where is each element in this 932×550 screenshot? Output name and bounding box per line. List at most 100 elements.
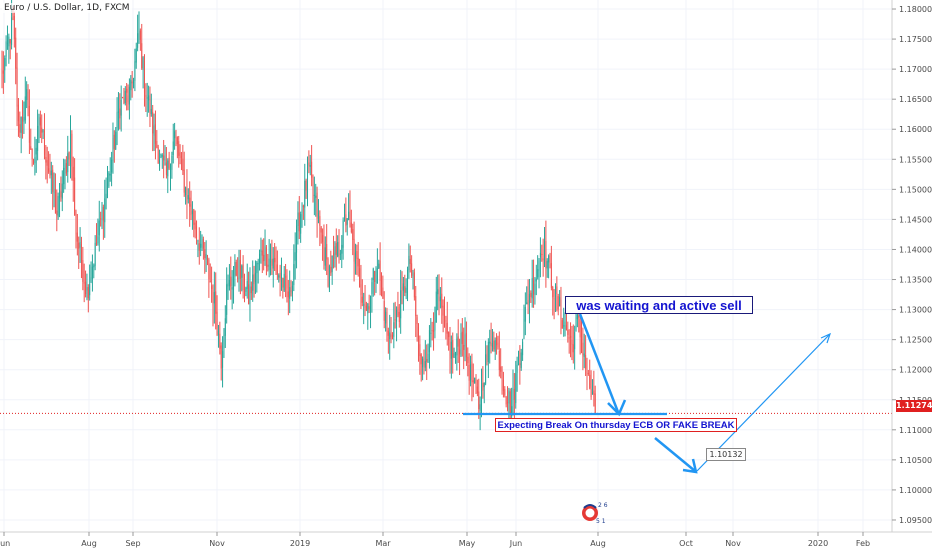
candle-body	[42, 129, 44, 133]
candle-body	[550, 263, 552, 288]
candle-body	[374, 271, 376, 282]
candle-body	[54, 188, 56, 214]
candle-body	[561, 320, 563, 329]
candle-body	[441, 293, 443, 308]
price-marker-label[interactable]: 1.10132	[706, 448, 746, 461]
candle-body	[20, 117, 22, 133]
candle-body	[442, 305, 444, 316]
candle-body	[368, 306, 370, 310]
x-tick-label: Aug	[590, 539, 606, 548]
candle-body	[509, 391, 511, 414]
candle-body	[133, 81, 135, 84]
y-tick-label: 1.15000	[899, 185, 932, 194]
candle-body	[4, 58, 6, 71]
candle-body	[370, 296, 372, 313]
price-axis[interactable]: 1.18000 1.17500 1.17000 1.16500 1.16000 1.155…	[892, 5, 932, 525]
candle-body	[191, 210, 193, 215]
rebound-arrow-head	[820, 332, 831, 344]
target-arrow-shaft[interactable]	[654, 437, 696, 472]
candle-body	[512, 385, 514, 409]
candle-body	[298, 212, 300, 232]
candle-body	[293, 264, 295, 286]
candle-body	[419, 344, 421, 357]
candle-body	[324, 247, 326, 266]
candle-body	[541, 254, 543, 256]
symbol-title[interactable]: Euro / U.S. Dollar, 1D, FXCM	[2, 3, 132, 13]
candle-body	[504, 388, 506, 396]
candle-body	[49, 170, 51, 176]
candle-body	[150, 108, 152, 114]
candle-body	[12, 14, 14, 16]
candle-body	[427, 353, 429, 363]
candle-body	[245, 287, 247, 292]
candle-body	[5, 41, 7, 57]
sell-arrow-shaft[interactable]	[578, 313, 620, 413]
candle-body	[101, 209, 103, 221]
candle-body	[363, 304, 365, 306]
y-tick-label: 1.13000	[899, 306, 932, 315]
candle-body	[230, 276, 232, 287]
candle-body	[57, 196, 59, 217]
candle-body	[267, 264, 269, 267]
candle-body	[23, 117, 25, 122]
candle-body	[282, 277, 284, 288]
candle-body	[556, 286, 558, 294]
candle-body	[259, 253, 261, 263]
candle-body	[461, 331, 463, 344]
candle-body	[209, 281, 211, 283]
candle-body	[207, 256, 208, 260]
drawings	[0, 313, 892, 474]
candle-body	[437, 289, 439, 295]
candle-body	[420, 354, 422, 365]
x-tick-label: 2019	[290, 539, 310, 548]
candle-body	[300, 214, 302, 234]
candle-body	[530, 292, 532, 297]
candle-body	[567, 329, 569, 335]
candle-body	[435, 291, 437, 323]
x-tick-label: Jun	[509, 539, 523, 548]
candle-body	[361, 296, 363, 303]
broker-logo-icon: 2 6 5 1	[582, 502, 608, 525]
candle-body	[339, 253, 341, 255]
candle-body	[252, 274, 254, 291]
candle-body	[401, 286, 403, 290]
candle-body	[557, 296, 559, 310]
candle-body	[242, 264, 244, 290]
candle-body	[460, 332, 462, 356]
break-note-callout[interactable]: Expecting Break On thursday ECB OR FAKE …	[495, 418, 737, 432]
candle-body	[412, 275, 414, 277]
candle-body	[250, 286, 252, 294]
y-tick-label: 1.14000	[899, 245, 932, 254]
candle-body	[486, 353, 488, 361]
candle-body	[533, 280, 535, 295]
y-tick-label: 1.09500	[899, 516, 932, 525]
sell-note-callout[interactable]: was waiting and active sell	[565, 296, 753, 314]
candle-body	[428, 330, 430, 353]
candle-body	[146, 97, 148, 99]
candle-body	[182, 158, 184, 171]
candle-body	[90, 277, 92, 282]
candle-body	[531, 278, 533, 299]
candle-body	[311, 161, 313, 178]
candle-body	[409, 258, 411, 265]
candle-body	[402, 283, 404, 291]
candle-body	[35, 147, 37, 155]
candle-body	[26, 89, 28, 100]
candle-body	[2, 70, 4, 74]
x-tick-label: Sep	[125, 539, 140, 548]
candle-body	[239, 259, 241, 279]
candle-body	[137, 33, 139, 48]
candle-body	[413, 272, 415, 298]
candle-body	[93, 265, 95, 268]
candle-body	[119, 108, 121, 119]
candle-body	[8, 36, 10, 47]
candle-body	[367, 303, 369, 314]
y-tick-label: 1.10000	[899, 486, 932, 495]
candle-body	[439, 296, 441, 302]
x-tick-label: Nov	[725, 539, 741, 548]
time-axis[interactable]: Jun Aug Sep Nov 2019 Mar May Jun Aug Oct Nov 2020 Fe…	[0, 532, 870, 548]
candle-body	[335, 243, 337, 255]
candle-body	[482, 382, 484, 391]
